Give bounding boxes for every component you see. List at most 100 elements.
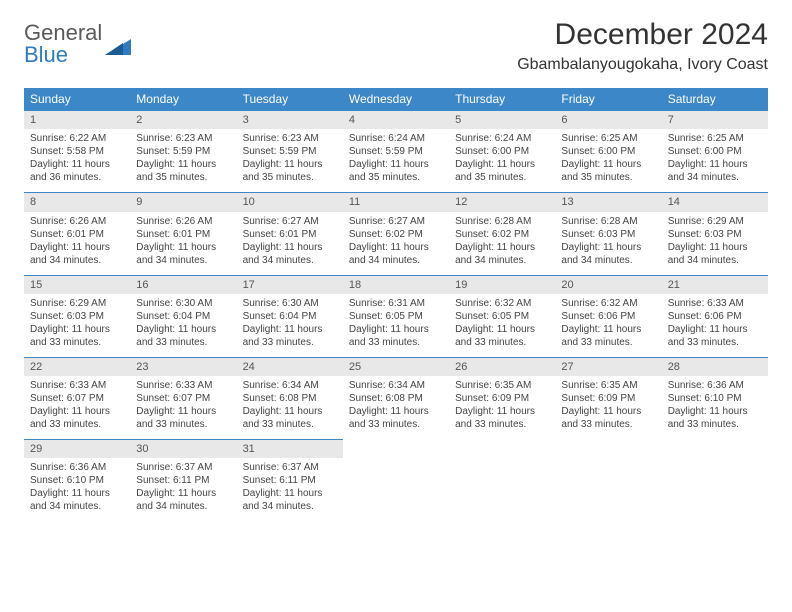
calendar-day-cell: 13Sunrise: 6:28 AMSunset: 6:03 PMDayligh… bbox=[555, 193, 661, 275]
day-body: Sunrise: 6:36 AMSunset: 6:10 PMDaylight:… bbox=[24, 458, 130, 521]
calendar-day-cell: 9Sunrise: 6:26 AMSunset: 6:01 PMDaylight… bbox=[130, 193, 236, 275]
logo: General Blue bbox=[24, 22, 131, 66]
daylight-text: Daylight: 11 hours and 33 minutes. bbox=[349, 405, 443, 431]
day-number: 21 bbox=[662, 276, 768, 294]
sunrise-text: Sunrise: 6:37 AM bbox=[136, 461, 230, 474]
title-location: Gbambalanyougokaha, Ivory Coast bbox=[517, 56, 768, 74]
calendar-day-cell: 26Sunrise: 6:35 AMSunset: 6:09 PMDayligh… bbox=[449, 357, 555, 439]
day-body: Sunrise: 6:27 AMSunset: 6:02 PMDaylight:… bbox=[343, 212, 449, 275]
sunrise-text: Sunrise: 6:22 AM bbox=[30, 132, 124, 145]
daylight-text: Daylight: 11 hours and 35 minutes. bbox=[561, 158, 655, 184]
daylight-text: Daylight: 11 hours and 34 minutes. bbox=[455, 241, 549, 267]
weekday-header: Thursday bbox=[449, 88, 555, 111]
sunset-text: Sunset: 6:09 PM bbox=[455, 392, 549, 405]
daylight-text: Daylight: 11 hours and 34 minutes. bbox=[243, 487, 337, 513]
calendar-day-cell: 17Sunrise: 6:30 AMSunset: 6:04 PMDayligh… bbox=[237, 275, 343, 357]
calendar-week-row: 1Sunrise: 6:22 AMSunset: 5:58 PMDaylight… bbox=[24, 111, 768, 193]
day-body: Sunrise: 6:23 AMSunset: 5:59 PMDaylight:… bbox=[237, 129, 343, 192]
sunset-text: Sunset: 6:00 PM bbox=[561, 145, 655, 158]
day-body: Sunrise: 6:25 AMSunset: 6:00 PMDaylight:… bbox=[555, 129, 661, 192]
calendar-day-cell: 12Sunrise: 6:28 AMSunset: 6:02 PMDayligh… bbox=[449, 193, 555, 275]
day-body: Sunrise: 6:24 AMSunset: 5:59 PMDaylight:… bbox=[343, 129, 449, 192]
day-number: 14 bbox=[662, 193, 768, 211]
daylight-text: Daylight: 11 hours and 33 minutes. bbox=[455, 405, 549, 431]
day-number: 12 bbox=[449, 193, 555, 211]
sunrise-text: Sunrise: 6:26 AM bbox=[136, 215, 230, 228]
sunset-text: Sunset: 5:58 PM bbox=[30, 145, 124, 158]
sunrise-text: Sunrise: 6:25 AM bbox=[668, 132, 762, 145]
daylight-text: Daylight: 11 hours and 34 minutes. bbox=[349, 241, 443, 267]
sunset-text: Sunset: 6:11 PM bbox=[243, 474, 337, 487]
day-body: Sunrise: 6:36 AMSunset: 6:10 PMDaylight:… bbox=[662, 376, 768, 439]
day-body: Sunrise: 6:30 AMSunset: 6:04 PMDaylight:… bbox=[237, 294, 343, 357]
daylight-text: Daylight: 11 hours and 34 minutes. bbox=[136, 241, 230, 267]
day-number: 3 bbox=[237, 111, 343, 129]
day-body: Sunrise: 6:28 AMSunset: 6:02 PMDaylight:… bbox=[449, 212, 555, 275]
sunset-text: Sunset: 6:01 PM bbox=[243, 228, 337, 241]
daylight-text: Daylight: 11 hours and 34 minutes. bbox=[668, 241, 762, 267]
sunset-text: Sunset: 6:01 PM bbox=[136, 228, 230, 241]
daylight-text: Daylight: 11 hours and 33 minutes. bbox=[668, 405, 762, 431]
sunset-text: Sunset: 6:10 PM bbox=[668, 392, 762, 405]
calendar-day-cell: 31Sunrise: 6:37 AMSunset: 6:11 PMDayligh… bbox=[237, 440, 343, 522]
weekday-header: Friday bbox=[555, 88, 661, 111]
day-body: Sunrise: 6:27 AMSunset: 6:01 PMDaylight:… bbox=[237, 212, 343, 275]
calendar-day-cell: 16Sunrise: 6:30 AMSunset: 6:04 PMDayligh… bbox=[130, 275, 236, 357]
weekday-header: Sunday bbox=[24, 88, 130, 111]
day-number: 9 bbox=[130, 193, 236, 211]
sunrise-text: Sunrise: 6:35 AM bbox=[561, 379, 655, 392]
daylight-text: Daylight: 11 hours and 35 minutes. bbox=[349, 158, 443, 184]
sunrise-text: Sunrise: 6:30 AM bbox=[136, 297, 230, 310]
sunrise-text: Sunrise: 6:34 AM bbox=[243, 379, 337, 392]
daylight-text: Daylight: 11 hours and 33 minutes. bbox=[136, 323, 230, 349]
day-number: 10 bbox=[237, 193, 343, 211]
sunset-text: Sunset: 6:04 PM bbox=[243, 310, 337, 323]
sunrise-text: Sunrise: 6:29 AM bbox=[668, 215, 762, 228]
daylight-text: Daylight: 11 hours and 33 minutes. bbox=[561, 323, 655, 349]
calendar-week-row: 15Sunrise: 6:29 AMSunset: 6:03 PMDayligh… bbox=[24, 275, 768, 357]
daylight-text: Daylight: 11 hours and 34 minutes. bbox=[136, 487, 230, 513]
sunrise-text: Sunrise: 6:23 AM bbox=[136, 132, 230, 145]
day-body: Sunrise: 6:26 AMSunset: 6:01 PMDaylight:… bbox=[130, 212, 236, 275]
day-body: Sunrise: 6:23 AMSunset: 5:59 PMDaylight:… bbox=[130, 129, 236, 192]
sunset-text: Sunset: 6:09 PM bbox=[561, 392, 655, 405]
daylight-text: Daylight: 11 hours and 33 minutes. bbox=[30, 405, 124, 431]
daylight-text: Daylight: 11 hours and 33 minutes. bbox=[243, 405, 337, 431]
calendar-day-cell: .. bbox=[449, 440, 555, 522]
day-body: Sunrise: 6:34 AMSunset: 6:08 PMDaylight:… bbox=[237, 376, 343, 439]
calendar-day-cell: 25Sunrise: 6:34 AMSunset: 6:08 PMDayligh… bbox=[343, 357, 449, 439]
logo-mark-icon bbox=[105, 35, 131, 55]
daylight-text: Daylight: 11 hours and 34 minutes. bbox=[30, 241, 124, 267]
sunset-text: Sunset: 6:08 PM bbox=[349, 392, 443, 405]
weekday-header: Saturday bbox=[662, 88, 768, 111]
day-number: 30 bbox=[130, 440, 236, 458]
sunset-text: Sunset: 6:08 PM bbox=[243, 392, 337, 405]
sunset-text: Sunset: 6:06 PM bbox=[561, 310, 655, 323]
calendar-day-cell: 4Sunrise: 6:24 AMSunset: 5:59 PMDaylight… bbox=[343, 111, 449, 193]
day-number: 7 bbox=[662, 111, 768, 129]
sunrise-text: Sunrise: 6:23 AM bbox=[243, 132, 337, 145]
sunrise-text: Sunrise: 6:32 AM bbox=[561, 297, 655, 310]
day-body: Sunrise: 6:34 AMSunset: 6:08 PMDaylight:… bbox=[343, 376, 449, 439]
calendar-day-cell: 1Sunrise: 6:22 AMSunset: 5:58 PMDaylight… bbox=[24, 111, 130, 193]
sunrise-text: Sunrise: 6:27 AM bbox=[349, 215, 443, 228]
daylight-text: Daylight: 11 hours and 33 minutes. bbox=[243, 323, 337, 349]
sunset-text: Sunset: 6:03 PM bbox=[668, 228, 762, 241]
day-number: 24 bbox=[237, 358, 343, 376]
title-month: December 2024 bbox=[517, 18, 768, 52]
calendar-day-cell: 6Sunrise: 6:25 AMSunset: 6:00 PMDaylight… bbox=[555, 111, 661, 193]
sunset-text: Sunset: 6:02 PM bbox=[349, 228, 443, 241]
calendar-day-cell: 23Sunrise: 6:33 AMSunset: 6:07 PMDayligh… bbox=[130, 357, 236, 439]
day-number: 4 bbox=[343, 111, 449, 129]
day-number: 6 bbox=[555, 111, 661, 129]
sunset-text: Sunset: 6:02 PM bbox=[455, 228, 549, 241]
calendar-day-cell: 11Sunrise: 6:27 AMSunset: 6:02 PMDayligh… bbox=[343, 193, 449, 275]
sunset-text: Sunset: 6:07 PM bbox=[136, 392, 230, 405]
sunrise-text: Sunrise: 6:36 AM bbox=[30, 461, 124, 474]
day-number: 5 bbox=[449, 111, 555, 129]
calendar-day-cell: 15Sunrise: 6:29 AMSunset: 6:03 PMDayligh… bbox=[24, 275, 130, 357]
calendar-day-cell: 19Sunrise: 6:32 AMSunset: 6:05 PMDayligh… bbox=[449, 275, 555, 357]
day-number: 25 bbox=[343, 358, 449, 376]
day-body: Sunrise: 6:30 AMSunset: 6:04 PMDaylight:… bbox=[130, 294, 236, 357]
sunset-text: Sunset: 6:00 PM bbox=[668, 145, 762, 158]
